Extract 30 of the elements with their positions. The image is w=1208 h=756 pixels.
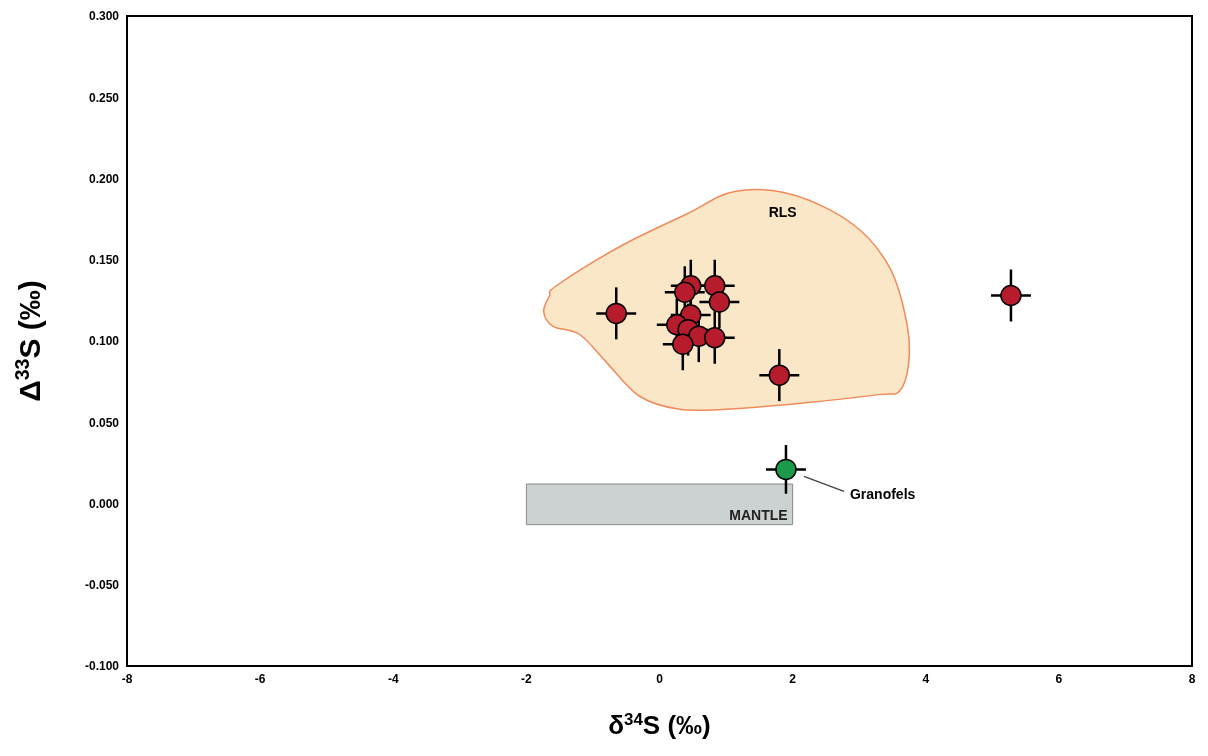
x-tick-label: 8: [1188, 671, 1196, 686]
x-tick-label: 2: [789, 671, 797, 686]
y-tick-label: 0.300: [88, 9, 120, 24]
y-tick-label: 0.200: [88, 171, 120, 186]
x-tick-label: 4: [922, 671, 930, 686]
x-tick-label: -6: [254, 671, 266, 686]
y-tick-label: 0.000: [88, 496, 120, 511]
band-label: MANTLE: [729, 506, 788, 523]
point: [775, 458, 797, 481]
point: [672, 333, 694, 355]
annotation: Granofels: [849, 486, 916, 503]
point: [768, 364, 791, 386]
x-tick-label: 0: [656, 671, 664, 686]
x-axis-title: δ$^{34}$S (‰): [608, 709, 711, 740]
annotation: RLS: [768, 203, 797, 220]
x-tick-label: -4: [387, 671, 399, 686]
y-tick-label: 0.050: [88, 415, 120, 430]
y-tick-label: 0.250: [88, 90, 120, 105]
y-tick-label: 0.150: [88, 253, 120, 268]
x-tick-label: -8: [121, 671, 133, 686]
point: [708, 291, 731, 313]
point: [605, 302, 627, 325]
point: [674, 281, 696, 303]
point: [704, 327, 726, 349]
point: [1000, 284, 1022, 307]
y-tick-label: 0.100: [88, 334, 120, 349]
x-tick-label: -2: [521, 671, 533, 686]
x-tick-label: 6: [1055, 671, 1063, 686]
y-tick-label: -0.100: [84, 659, 120, 674]
y-tick-label: -0.050: [84, 578, 120, 593]
